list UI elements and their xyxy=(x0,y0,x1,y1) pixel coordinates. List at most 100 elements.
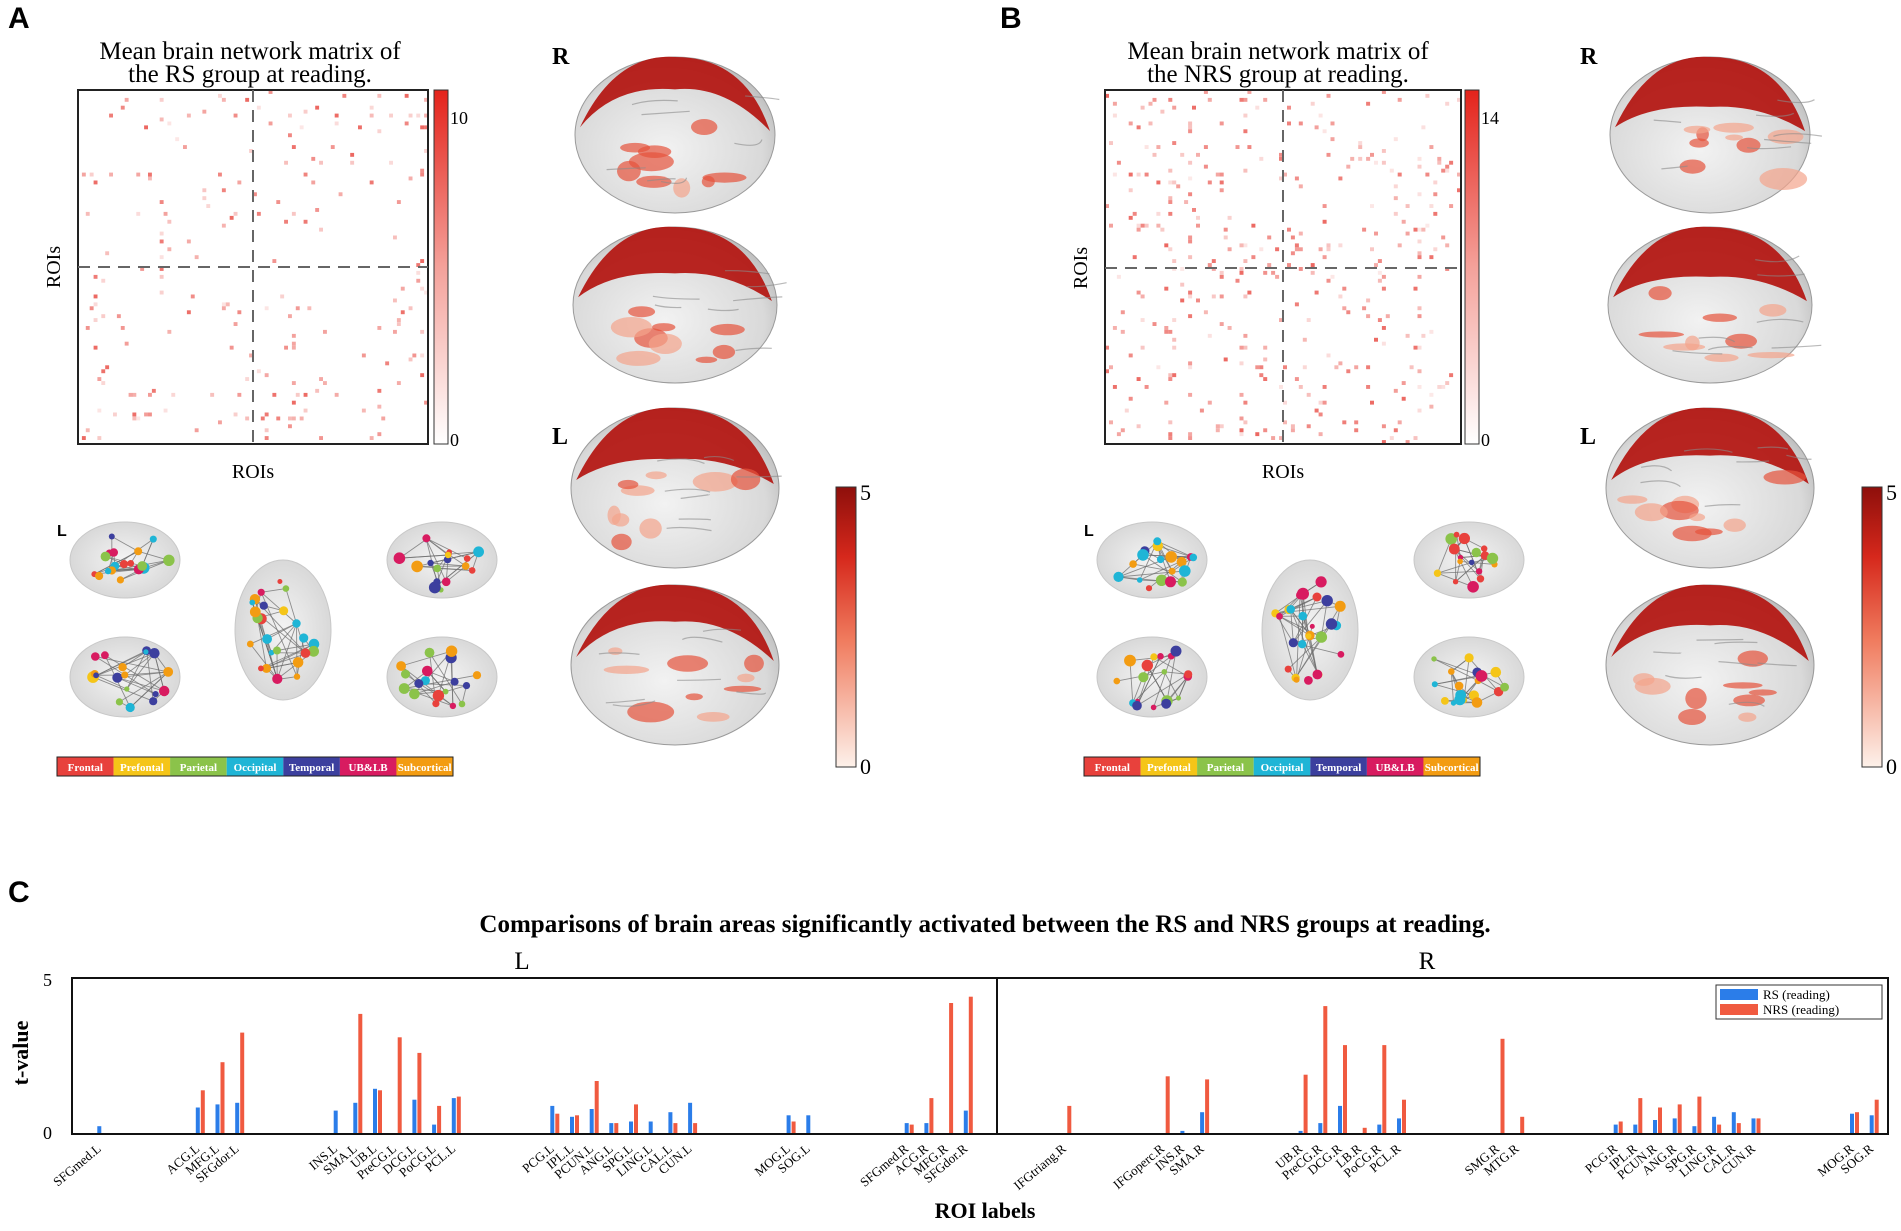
bar-rs xyxy=(589,1109,594,1134)
matrix-cell xyxy=(1445,101,1450,106)
matrix-cell xyxy=(334,121,339,126)
activation-spot xyxy=(648,333,682,354)
network-node xyxy=(308,645,319,657)
matrix-cell xyxy=(1243,97,1248,102)
matrix-cell xyxy=(109,172,113,177)
matrix-cell xyxy=(167,329,172,334)
network-edge xyxy=(124,652,155,676)
matrix-cell xyxy=(377,404,382,409)
matrix-cell xyxy=(1449,373,1454,378)
network-node xyxy=(449,702,457,710)
legend-label: Parietal xyxy=(180,762,217,774)
network-node xyxy=(441,577,451,587)
matrix-cell xyxy=(1140,294,1145,299)
matrix-cell xyxy=(1259,247,1264,252)
matrix-cell xyxy=(144,125,148,130)
matrix-cell xyxy=(148,172,152,177)
network-node xyxy=(149,648,160,659)
matrix-cell xyxy=(1259,365,1264,370)
bar-rs xyxy=(451,1098,456,1134)
matrix-cell xyxy=(1132,211,1137,216)
matrix-cell xyxy=(1413,345,1418,350)
matrix-cell xyxy=(1199,408,1204,413)
sulcus xyxy=(1755,255,1800,263)
matrix-cell xyxy=(420,286,425,291)
matrix-cell xyxy=(1239,392,1244,397)
matrix-cell xyxy=(183,145,187,149)
matrix-cell xyxy=(1188,192,1193,197)
network-node xyxy=(409,688,420,700)
network-edge xyxy=(124,671,169,676)
matrix-cell xyxy=(424,97,428,102)
matrix-cell xyxy=(291,400,296,405)
network-node xyxy=(116,576,124,584)
matrix-cell xyxy=(85,326,90,330)
sulcus xyxy=(1708,346,1753,351)
network-edge xyxy=(260,591,297,624)
matrix-cell xyxy=(303,392,308,397)
matrix-cell xyxy=(132,412,137,417)
matrix-cell xyxy=(1239,345,1244,350)
matrix-cell xyxy=(1128,353,1133,358)
activation-spot xyxy=(1685,687,1707,710)
network-edge xyxy=(104,654,165,692)
matrix-cell xyxy=(1421,227,1426,232)
matrix-cell xyxy=(1298,267,1303,271)
matrix-cell xyxy=(400,286,405,291)
legend-label: Subcortical xyxy=(398,762,452,774)
network-node xyxy=(258,665,264,672)
matrix-cell xyxy=(1120,310,1125,315)
matrix-cell xyxy=(1358,145,1363,149)
activation-spot xyxy=(1702,313,1738,322)
matrix-cell xyxy=(1148,121,1153,126)
network-node xyxy=(91,652,100,661)
matrix-cell xyxy=(1203,164,1208,169)
matrix-cell xyxy=(1168,329,1173,334)
glass-hemi-label-l-b: L xyxy=(1084,523,1094,540)
network-edge xyxy=(1434,683,1475,696)
matrix-cell xyxy=(159,274,164,279)
matrix-cell xyxy=(260,416,265,421)
network-node xyxy=(1458,532,1470,545)
sulcus xyxy=(660,177,688,184)
matrix-cell xyxy=(1366,101,1371,106)
matrix-cell xyxy=(1437,385,1442,389)
bar-rs xyxy=(1633,1124,1638,1134)
matrix-cell xyxy=(385,361,390,366)
matrix-cell xyxy=(1283,400,1287,405)
matrix-cell xyxy=(148,392,152,397)
sulcus xyxy=(1640,480,1681,488)
matrix-cell xyxy=(1437,156,1442,161)
sulcus xyxy=(703,455,735,462)
matrix-cell xyxy=(132,416,137,421)
matrix-cell xyxy=(1188,436,1193,440)
matrix-cell xyxy=(416,263,421,267)
matrix-cell xyxy=(101,314,106,319)
matrix-cell xyxy=(1429,145,1434,149)
network-edge xyxy=(117,677,156,695)
network-node xyxy=(93,672,99,679)
matrix-cell xyxy=(1358,141,1363,145)
panel-letter-a: A xyxy=(8,2,30,35)
network-node xyxy=(1189,553,1198,562)
bar-rs xyxy=(373,1088,377,1134)
matrix-cell xyxy=(1128,172,1133,177)
network-edge xyxy=(111,536,139,552)
matrix-cell xyxy=(1152,322,1157,326)
network-node xyxy=(1448,668,1455,675)
matrix-cell xyxy=(1441,385,1446,389)
matrix-cell xyxy=(1322,204,1327,208)
matrix-cell xyxy=(1338,294,1343,299)
network-node xyxy=(1161,698,1172,709)
network-node xyxy=(300,648,311,658)
matrix-cell xyxy=(416,278,421,283)
network-node xyxy=(1150,704,1157,711)
bar-nrs xyxy=(634,1104,638,1134)
matrix-xlabel-a: ROIs xyxy=(232,461,274,483)
network-edge xyxy=(1296,595,1301,680)
matrix-cell xyxy=(396,318,401,322)
activation-spot xyxy=(1725,134,1743,141)
matrix-cell xyxy=(1350,156,1355,161)
network-legend-a: Frontal Prefontal Parietal Occipital Tempora… xyxy=(56,756,454,777)
network-edge xyxy=(1290,596,1318,610)
